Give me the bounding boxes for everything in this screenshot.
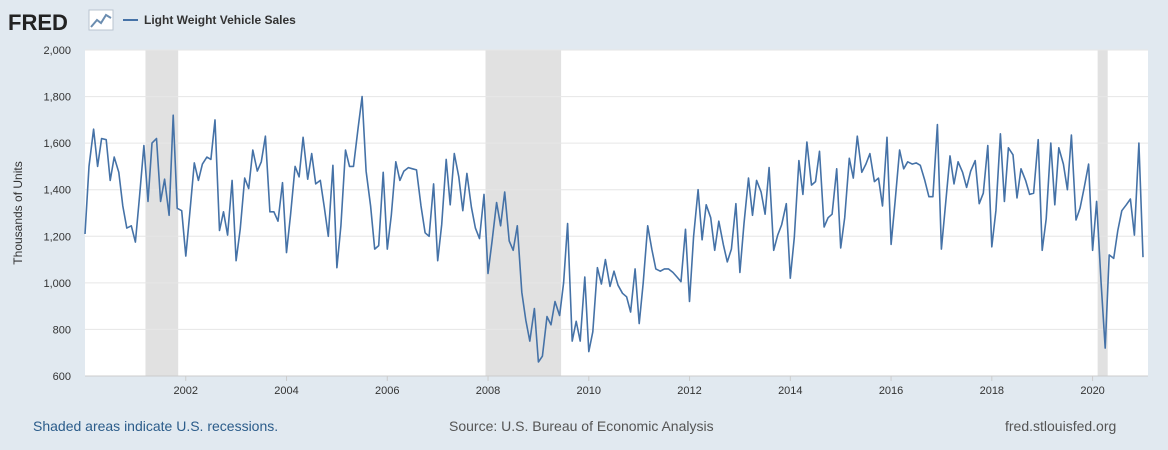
x-tick-label: 2012 <box>677 385 701 397</box>
logo-graph-icon <box>88 9 114 31</box>
y-tick-label: 1,200 <box>43 231 71 243</box>
fred-logo-text: FRED <box>8 10 68 35</box>
x-tick-label: 2008 <box>476 385 500 397</box>
recession-band <box>485 50 562 376</box>
y-tick-label: 1,400 <box>43 185 71 197</box>
y-tick-label: 1,800 <box>43 92 71 104</box>
gridlines <box>85 49 1148 330</box>
legend-label: Light Weight Vehicle Sales <box>144 13 296 27</box>
y-tick-label: 2,000 <box>43 45 71 57</box>
recession-band <box>145 50 179 376</box>
y-tick-label: 600 <box>53 371 71 383</box>
source-text: Source: U.S. Bureau of Economic Analysis <box>449 418 714 434</box>
x-tick-label: 2020 <box>1080 385 1104 397</box>
x-tick-label: 2004 <box>274 385 298 397</box>
x-tick-label: 2002 <box>174 385 198 397</box>
y-tick-label: 1,600 <box>43 138 71 150</box>
site-link[interactable]: fred.stlouisfed.org <box>1005 418 1117 434</box>
x-tick-label: 2016 <box>879 385 903 397</box>
recession-note-link[interactable]: Shaded areas indicate U.S. recessions. <box>33 418 279 434</box>
plot-background <box>85 50 1148 376</box>
y-axis-ticks: 600 800 1,000 1,200 1,400 1,600 1,800 2,000 <box>43 45 71 383</box>
x-tick-label: 2006 <box>375 385 399 397</box>
x-tick-label: 2014 <box>778 385 802 397</box>
fred-logo[interactable]: FRED <box>8 9 114 35</box>
y-tick-label: 1,000 <box>43 278 71 290</box>
y-tick-label: 800 <box>53 324 71 336</box>
x-tick-label: 2010 <box>577 385 601 397</box>
legend: Light Weight Vehicle Sales <box>123 13 296 27</box>
series-line <box>84 95 1144 363</box>
x-tick-label: 2018 <box>980 385 1004 397</box>
recession-band <box>1097 50 1108 376</box>
x-axis-ticks: 2002 2004 2006 2008 2010 2012 2014 2016 2018 2020 <box>85 375 1148 397</box>
y-axis-label: Thousands of Units <box>11 161 25 264</box>
